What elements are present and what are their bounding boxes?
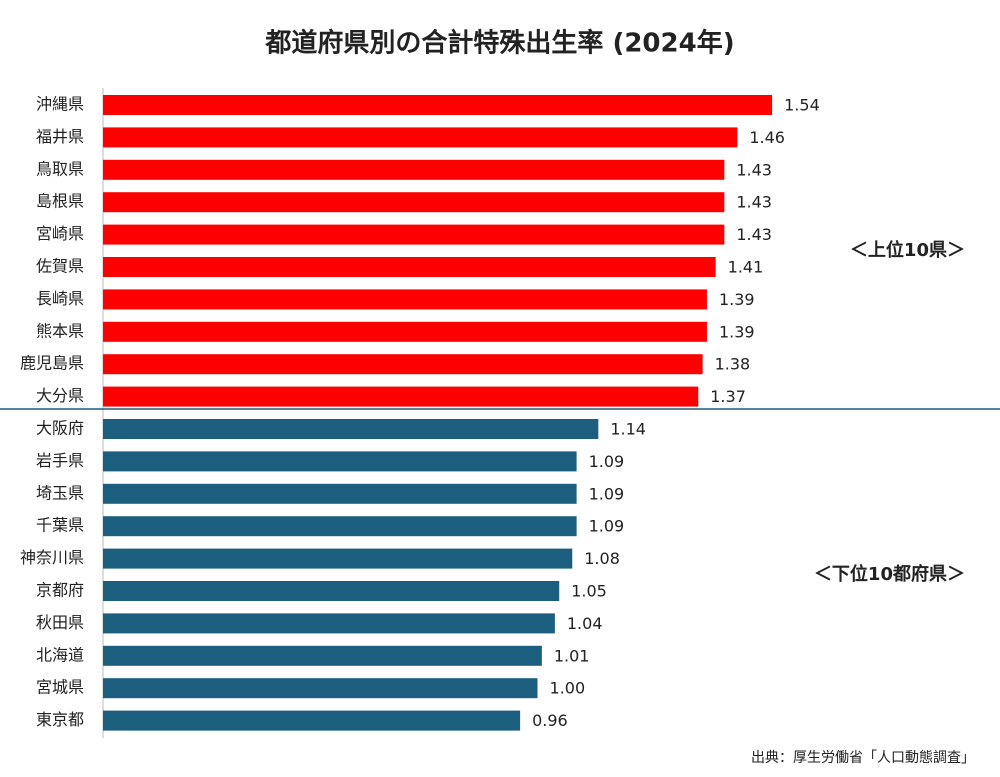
group-label: ＜下位10都府県＞	[814, 563, 965, 585]
category-label: 宮崎県	[36, 224, 84, 243]
bar	[103, 645, 542, 666]
bar	[103, 127, 738, 148]
value-label: 1.09	[589, 452, 625, 471]
category-label: 福井県	[36, 127, 84, 146]
bar	[103, 451, 577, 472]
category-label: 鳥取県	[36, 159, 84, 178]
bar	[103, 159, 725, 180]
bar	[103, 386, 699, 407]
value-label: 1.09	[589, 517, 625, 536]
category-label: 沖縄県	[36, 95, 84, 114]
bar	[103, 192, 725, 213]
value-label: 1.37	[710, 387, 746, 406]
value-label: 1.39	[719, 322, 755, 341]
value-label: 0.96	[532, 711, 568, 730]
value-label: 1.43	[736, 160, 772, 179]
bar	[103, 321, 707, 342]
category-label: 島根県	[36, 192, 84, 211]
source: 出典：厚生労働省「人口動態調査」	[751, 750, 975, 766]
category-label: 千葉県	[36, 516, 84, 535]
value-label: 1.14	[610, 420, 646, 439]
category-label: 長崎県	[36, 289, 84, 308]
bar	[103, 483, 577, 504]
category-label: 東京都	[36, 710, 84, 729]
bar	[103, 354, 703, 375]
value-label: 1.54	[784, 96, 820, 115]
bar	[103, 710, 521, 731]
value-label: 1.39	[719, 290, 755, 309]
bar	[103, 548, 573, 569]
bar	[103, 581, 560, 601]
category-label: 神奈川県	[20, 548, 84, 567]
value-label: 1.38	[715, 355, 751, 374]
value-label: 1.04	[567, 614, 603, 633]
value-label: 1.09	[589, 484, 625, 503]
bar	[103, 419, 599, 439]
bar	[103, 257, 716, 277]
category-label: 鹿児島県	[20, 354, 84, 373]
chart-title: 都道府県別の合計特殊出生率 (2024年)	[264, 28, 734, 59]
bar	[103, 678, 538, 699]
bar	[103, 516, 577, 537]
category-label: 京都府	[36, 581, 84, 600]
group-label: ＜上位10県＞	[850, 239, 965, 261]
value-label: 1.05	[571, 582, 607, 601]
category-label: 岩手県	[36, 451, 84, 470]
category-label: 埼玉県	[36, 483, 84, 502]
category-label: 大分県	[36, 386, 84, 405]
category-label: 佐賀県	[36, 257, 84, 276]
value-label: 1.46	[749, 128, 785, 147]
bar	[103, 95, 773, 115]
bar	[103, 289, 707, 310]
value-label: 1.43	[736, 193, 772, 212]
value-label: 1.01	[554, 646, 590, 665]
category-label: 宮城県	[36, 678, 84, 697]
bar	[103, 613, 555, 634]
bar	[103, 224, 725, 245]
category-label: 大阪府	[36, 419, 84, 438]
value-label: 1.08	[584, 549, 620, 568]
category-label: 秋田県	[36, 613, 84, 632]
category-label: 熊本県	[36, 321, 84, 340]
value-label: 1.41	[728, 258, 764, 277]
value-label: 1.43	[736, 225, 772, 244]
category-label: 北海道	[36, 645, 84, 664]
value-label: 1.00	[550, 679, 586, 698]
